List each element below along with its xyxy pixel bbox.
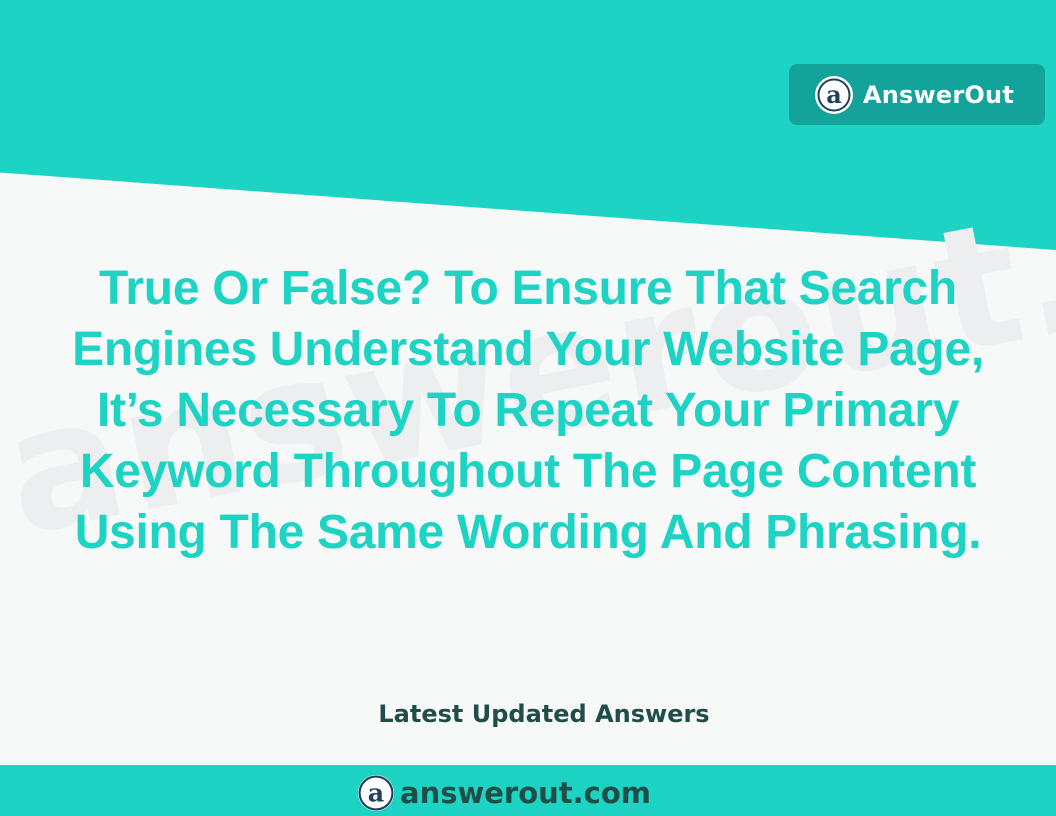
brand-badge-label: AnswerOut: [863, 80, 1014, 109]
question-line: It’s Necessary To Repeat Your Primary: [96, 384, 960, 437]
brand-badge[interactable]: a AnswerOut: [789, 64, 1045, 125]
question-line: Using The Same Wording And Phrasing.: [74, 506, 982, 559]
answerout-logo-icon: a: [815, 75, 853, 114]
svg-text:a: a: [826, 80, 842, 109]
answerout-logo-icon: a: [358, 775, 394, 811]
bottom-accent-band: [0, 765, 1056, 816]
svg-text:a: a: [368, 777, 384, 807]
question-line: Keyword Throughout The Page Content: [79, 445, 977, 498]
site-url: answerout.com: [400, 776, 652, 810]
question-title: True Or False? To Ensure That Search Eng…: [20, 258, 1036, 563]
question-line: True Or False? To Ensure That Search: [99, 262, 957, 315]
site-link[interactable]: a answerout.com: [358, 772, 651, 814]
latest-answers-tagline: Latest Updated Answers: [378, 700, 710, 728]
question-line: Engines Understand Your Website Page,: [72, 323, 984, 376]
